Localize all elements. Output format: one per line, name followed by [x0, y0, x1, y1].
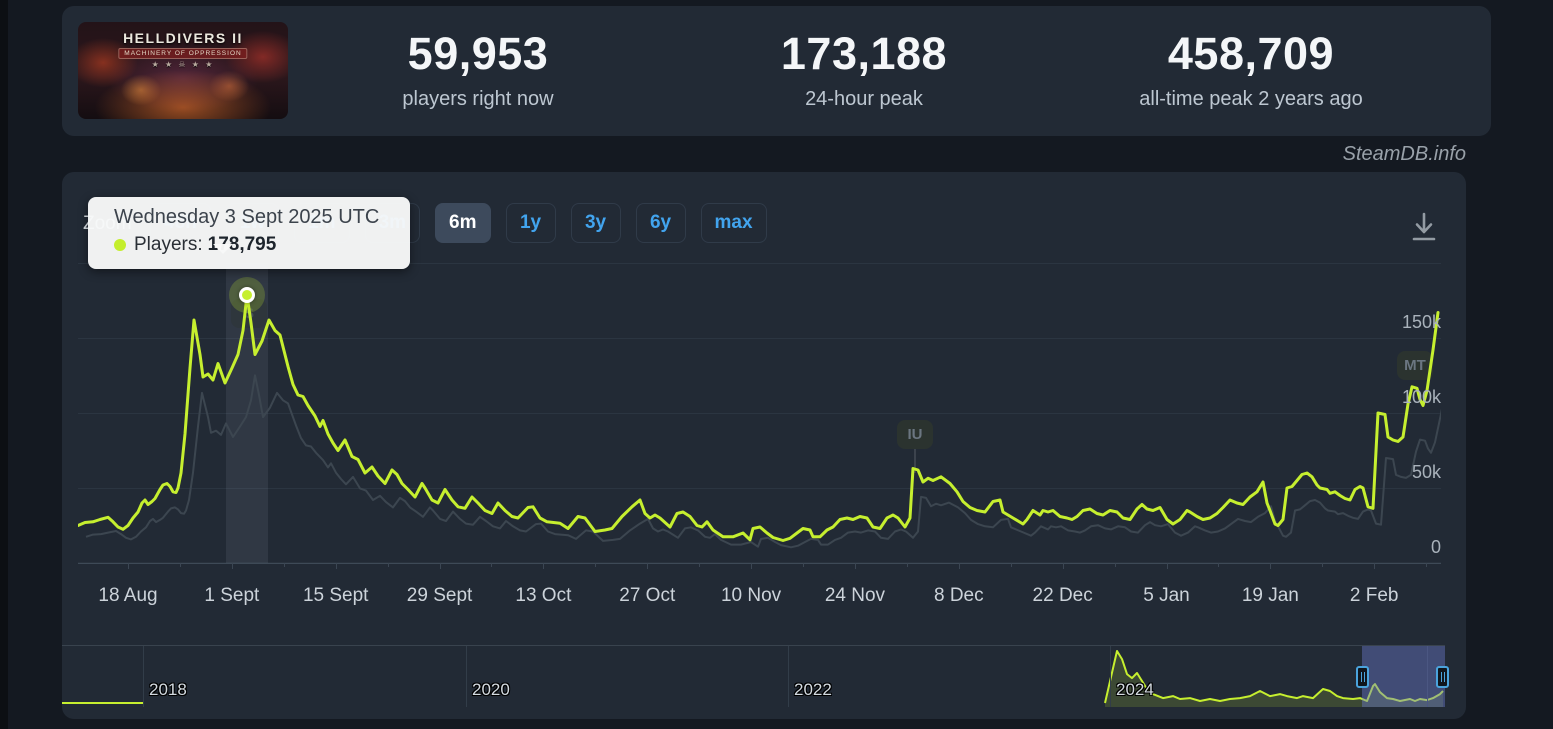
stat-label: 24-hour peak — [805, 88, 923, 110]
series-dot-icon — [114, 239, 126, 251]
skull-emblem-icon: ★ ★ ☠ ★ ★ — [151, 60, 215, 69]
x-axis-tick — [647, 563, 649, 569]
game-subtitle: MACHINERY OF OPPRESSION — [118, 48, 248, 59]
selected-point-marker — [239, 286, 255, 303]
x-axis-label-8-Dec: 8 Dec — [933, 585, 984, 606]
x-axis-tick — [803, 563, 805, 567]
range-button-6y[interactable]: 6y — [635, 203, 686, 243]
stat-value: 173,188 — [780, 28, 948, 79]
x-axis-tick — [179, 563, 181, 567]
x-axis-label-2-Feb: 2 Feb — [1349, 585, 1399, 606]
x-axis-tick — [1322, 563, 1324, 567]
stat-players-now: 59,953 players right now — [308, 28, 648, 111]
player-count-chart[interactable]: 0 50k 100k 150k 18 Aug 1 Sept 15 Sept 29 Sept 13… — [78, 263, 1441, 606]
x-axis-tick — [906, 563, 908, 567]
stat-value: 458,709 — [1167, 28, 1335, 79]
players-line-series — [78, 293, 1441, 549]
x-axis-label-13-Oct: 13 Oct — [515, 585, 572, 606]
x-axis-label-29-Sept: 29 Sept — [406, 585, 473, 606]
y-axis-label-50k: 50k — [1411, 462, 1441, 482]
navigator-series — [62, 650, 1444, 707]
x-axis-tick — [1426, 563, 1428, 567]
x-axis-tick — [491, 563, 493, 567]
x-axis-tick — [751, 563, 753, 569]
navigator-right-handle[interactable] — [1436, 666, 1449, 688]
x-axis-tick — [128, 563, 129, 569]
x-axis-tick — [699, 563, 701, 567]
chart-panel: Zoom 48h1w1m3m6m1y3y6ymax 050k100k150k18… — [62, 172, 1466, 719]
event-marker-MT[interactable]: MT — [1397, 351, 1433, 380]
x-axis-label-1-Sept: 1 Sept — [204, 585, 260, 606]
navigator-year-label-2020: 2020 — [472, 680, 510, 699]
x-axis-tick — [1374, 563, 1376, 569]
download-chart-button[interactable] — [1404, 208, 1444, 248]
range-button-max[interactable]: max — [700, 203, 767, 243]
chart-tooltip: Wednesday 3 Sept 2025 UTC Players: 178,7… — [88, 197, 410, 269]
tooltip-series-label: Players: — [134, 234, 203, 255]
x-axis-tick — [854, 563, 856, 569]
stat-label: all-time peak 2 years ago — [1139, 88, 1363, 110]
download-icon — [1412, 212, 1436, 241]
x-axis-label-27-Oct: 27 Oct — [619, 585, 676, 606]
x-axis-tick — [1062, 563, 1064, 569]
chart-gridlines — [78, 263, 1441, 564]
range-button-3y[interactable]: 3y — [570, 203, 621, 243]
event-marker-IU[interactable]: IU — [897, 420, 933, 449]
range-button-6m[interactable]: 6m — [435, 203, 491, 243]
stat-24h-peak: 173,188 24-hour peak — [694, 28, 1034, 111]
x-axis-tick — [1114, 563, 1116, 567]
navigator-year-divider — [466, 646, 467, 707]
y-axis-label-0: 0 — [1430, 537, 1441, 557]
x-axis-tick — [1166, 563, 1168, 569]
navigator-border — [62, 645, 1445, 646]
x-axis-tick — [1218, 563, 1220, 567]
event-marker-connector — [914, 449, 916, 473]
header-panel: HELLDIVERS II MACHINERY OF OPPRESSION ★ … — [62, 6, 1491, 136]
game-title: HELLDIVERS II — [123, 30, 243, 46]
x-axis-label-22-Dec: 22 Dec — [1032, 585, 1093, 606]
x-axis-tick — [231, 563, 233, 569]
navigator-year-label-2022: 2022 — [794, 680, 832, 699]
tooltip-players-row: Players: 178,795 — [114, 234, 410, 256]
y-axis-label-150k: 150k — [1401, 312, 1441, 332]
x-axis-label-24-Nov: 24 Nov — [824, 585, 886, 606]
x-axis-tick — [335, 563, 337, 569]
stat-alltime-peak: 458,709 all-time peak 2 years ago — [1081, 28, 1421, 111]
navigator-year-divider — [1110, 646, 1111, 707]
x-axis-tick — [958, 563, 960, 569]
tooltip-arrow — [213, 244, 233, 254]
navigator-year-divider — [1427, 646, 1428, 707]
x-axis-label-10-Nov: 10 Nov — [720, 585, 782, 606]
x-axis-tick — [595, 563, 597, 567]
x-axis-tick — [1270, 563, 1272, 569]
range-button-1y[interactable]: 1y — [505, 203, 556, 243]
stat-value: 59,953 — [407, 28, 549, 79]
steamdb-watermark: SteamDB.info — [1342, 143, 1466, 165]
stat-label: players right now — [402, 88, 554, 110]
timeline-navigator[interactable]: 2018 2020 2022 2024 — [62, 645, 1466, 709]
y-axis-label-100k: 100k — [1401, 387, 1441, 407]
game-capsule[interactable]: HELLDIVERS II MACHINERY OF OPPRESSION ★ … — [78, 22, 288, 119]
navigator-year-label-2018: 2018 — [149, 680, 187, 699]
x-axis-label-5-Jan: 5 Jan — [1143, 585, 1190, 606]
page-left-gutter — [0, 0, 8, 729]
x-axis-tick — [1010, 563, 1012, 567]
x-axis-tick — [543, 563, 545, 569]
x-axis-label-15-Sept: 15 Sept — [302, 585, 369, 606]
x-axis-tick — [439, 563, 441, 569]
x-axis-tick — [387, 563, 389, 567]
navigator-year-label-2024: 2024 — [1116, 680, 1154, 699]
navigator-year-divider — [143, 646, 144, 707]
x-axis-label-19-Jan: 19 Jan — [1241, 585, 1299, 606]
navigator-left-handle[interactable] — [1356, 666, 1369, 688]
navigator-selected-range[interactable] — [1362, 646, 1445, 707]
navigator-year-divider — [788, 646, 789, 707]
x-axis-label-18-Aug: 18 Aug — [98, 585, 158, 606]
x-axis-tick — [283, 563, 285, 567]
tooltip-date: Wednesday 3 Sept 2025 UTC — [114, 206, 380, 228]
